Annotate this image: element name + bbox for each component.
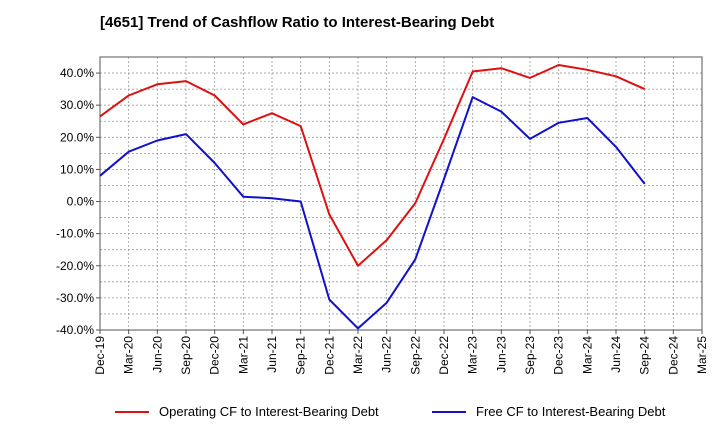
x-tick-label: Dec-20 — [208, 336, 222, 375]
legend-item-free-cf: Free CF to Interest-Bearing Debt — [432, 404, 665, 419]
x-tick-label: Dec-19 — [93, 336, 107, 375]
x-tick-label: Dec-24 — [666, 336, 680, 375]
legend-swatch-operating-cf — [115, 410, 149, 413]
x-tick-label: Mar-20 — [122, 336, 136, 374]
y-tick-label: -40.0% — [56, 323, 94, 337]
x-tick-label: Sep-24 — [638, 336, 652, 375]
y-tick-label: -10.0% — [56, 227, 94, 241]
plot-area — [100, 57, 702, 330]
series-lines — [99, 64, 646, 330]
x-tick-label: Mar-22 — [351, 336, 365, 374]
x-tick-label: Mar-23 — [466, 336, 480, 374]
x-tick-label: Jun-23 — [494, 336, 508, 373]
y-tick-label: 0.0% — [67, 195, 95, 209]
legend-label-operating-cf: Operating CF to Interest-Bearing Debt — [159, 404, 379, 419]
x-tick-label: Dec-23 — [552, 336, 566, 375]
line-chart: 40.0% 30.0% 20.0% 10.0% 0.0% -10.0% -20.0% -30.… — [56, 56, 709, 375]
x-tick-label: Sep-21 — [294, 336, 308, 375]
legend-item-operating-cf: Operating CF to Interest-Bearing Debt — [115, 404, 379, 419]
legend-swatch-free-cf — [432, 410, 466, 413]
axes: 40.0% 30.0% 20.0% 10.0% 0.0% -10.0% -20.0% -30.… — [56, 56, 709, 375]
series-line-1 — [99, 96, 646, 330]
x-tick-label: Jun-24 — [609, 336, 623, 373]
x-tick-label: Dec-21 — [322, 336, 336, 375]
y-tick-label: 30.0% — [60, 98, 94, 112]
y-tick-label: -30.0% — [56, 291, 94, 305]
chart-title: [4651] Trend of Cashflow Ratio to Intere… — [100, 14, 495, 31]
x-tick-label: Sep-20 — [179, 336, 193, 375]
x-tick-label: Jun-20 — [150, 336, 164, 373]
x-tick-label: Jun-22 — [380, 336, 394, 373]
x-tick-label: Sep-23 — [523, 336, 537, 375]
x-tick-label: Sep-22 — [408, 336, 422, 375]
y-tick-label: 20.0% — [60, 130, 94, 144]
x-tick-label: Mar-24 — [580, 336, 594, 374]
x-tick-label: Mar-21 — [236, 336, 250, 374]
plot-frame — [99, 56, 703, 331]
x-tick-label: Dec-22 — [437, 336, 451, 375]
grid — [99, 56, 703, 331]
y-tick-label: 40.0% — [60, 66, 94, 80]
series-line-0 — [99, 64, 646, 267]
legend-label-free-cf: Free CF to Interest-Bearing Debt — [476, 404, 666, 419]
y-tick-label: 10.0% — [60, 162, 94, 176]
y-tick-label: -20.0% — [56, 259, 94, 273]
x-tick-label: Jun-21 — [265, 336, 279, 373]
legend: Operating CF to Interest-Bearing Debt Fr… — [0, 404, 720, 426]
x-tick-label: Mar-25 — [695, 336, 709, 374]
